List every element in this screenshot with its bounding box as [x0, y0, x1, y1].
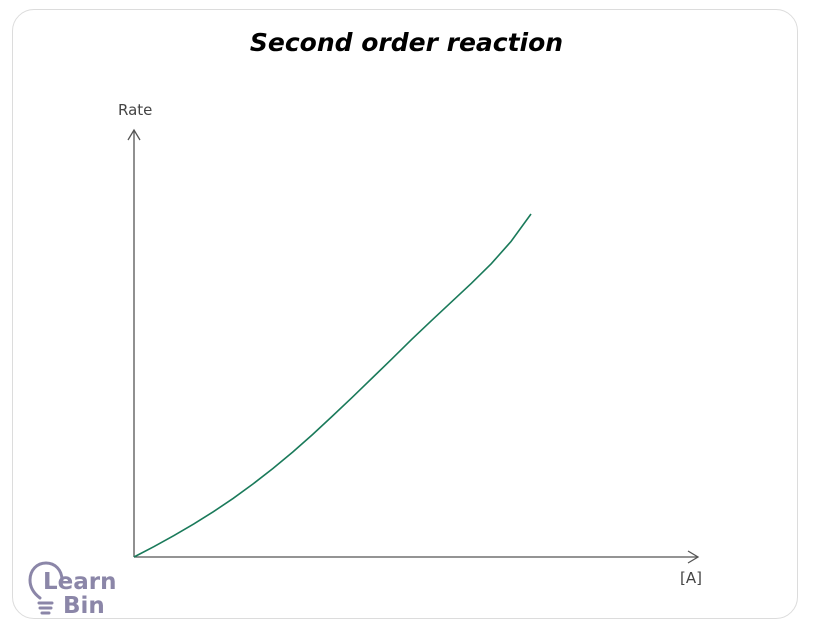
y-axis-arrow [127, 128, 141, 141]
lightbulb-icon [28, 561, 64, 615]
x-axis-arrow [687, 550, 700, 564]
logo-word-learn: Learn [43, 569, 117, 595]
logo-word-bin: Bin [63, 593, 105, 619]
y-axis-label: Rate [118, 101, 152, 119]
series-line [133, 213, 532, 558]
chart-card [12, 9, 798, 619]
learnbin-logo: Learn Bin [26, 558, 126, 620]
chart-title: Second order reaction [249, 28, 564, 57]
x-axis-label: [A] [680, 569, 702, 587]
